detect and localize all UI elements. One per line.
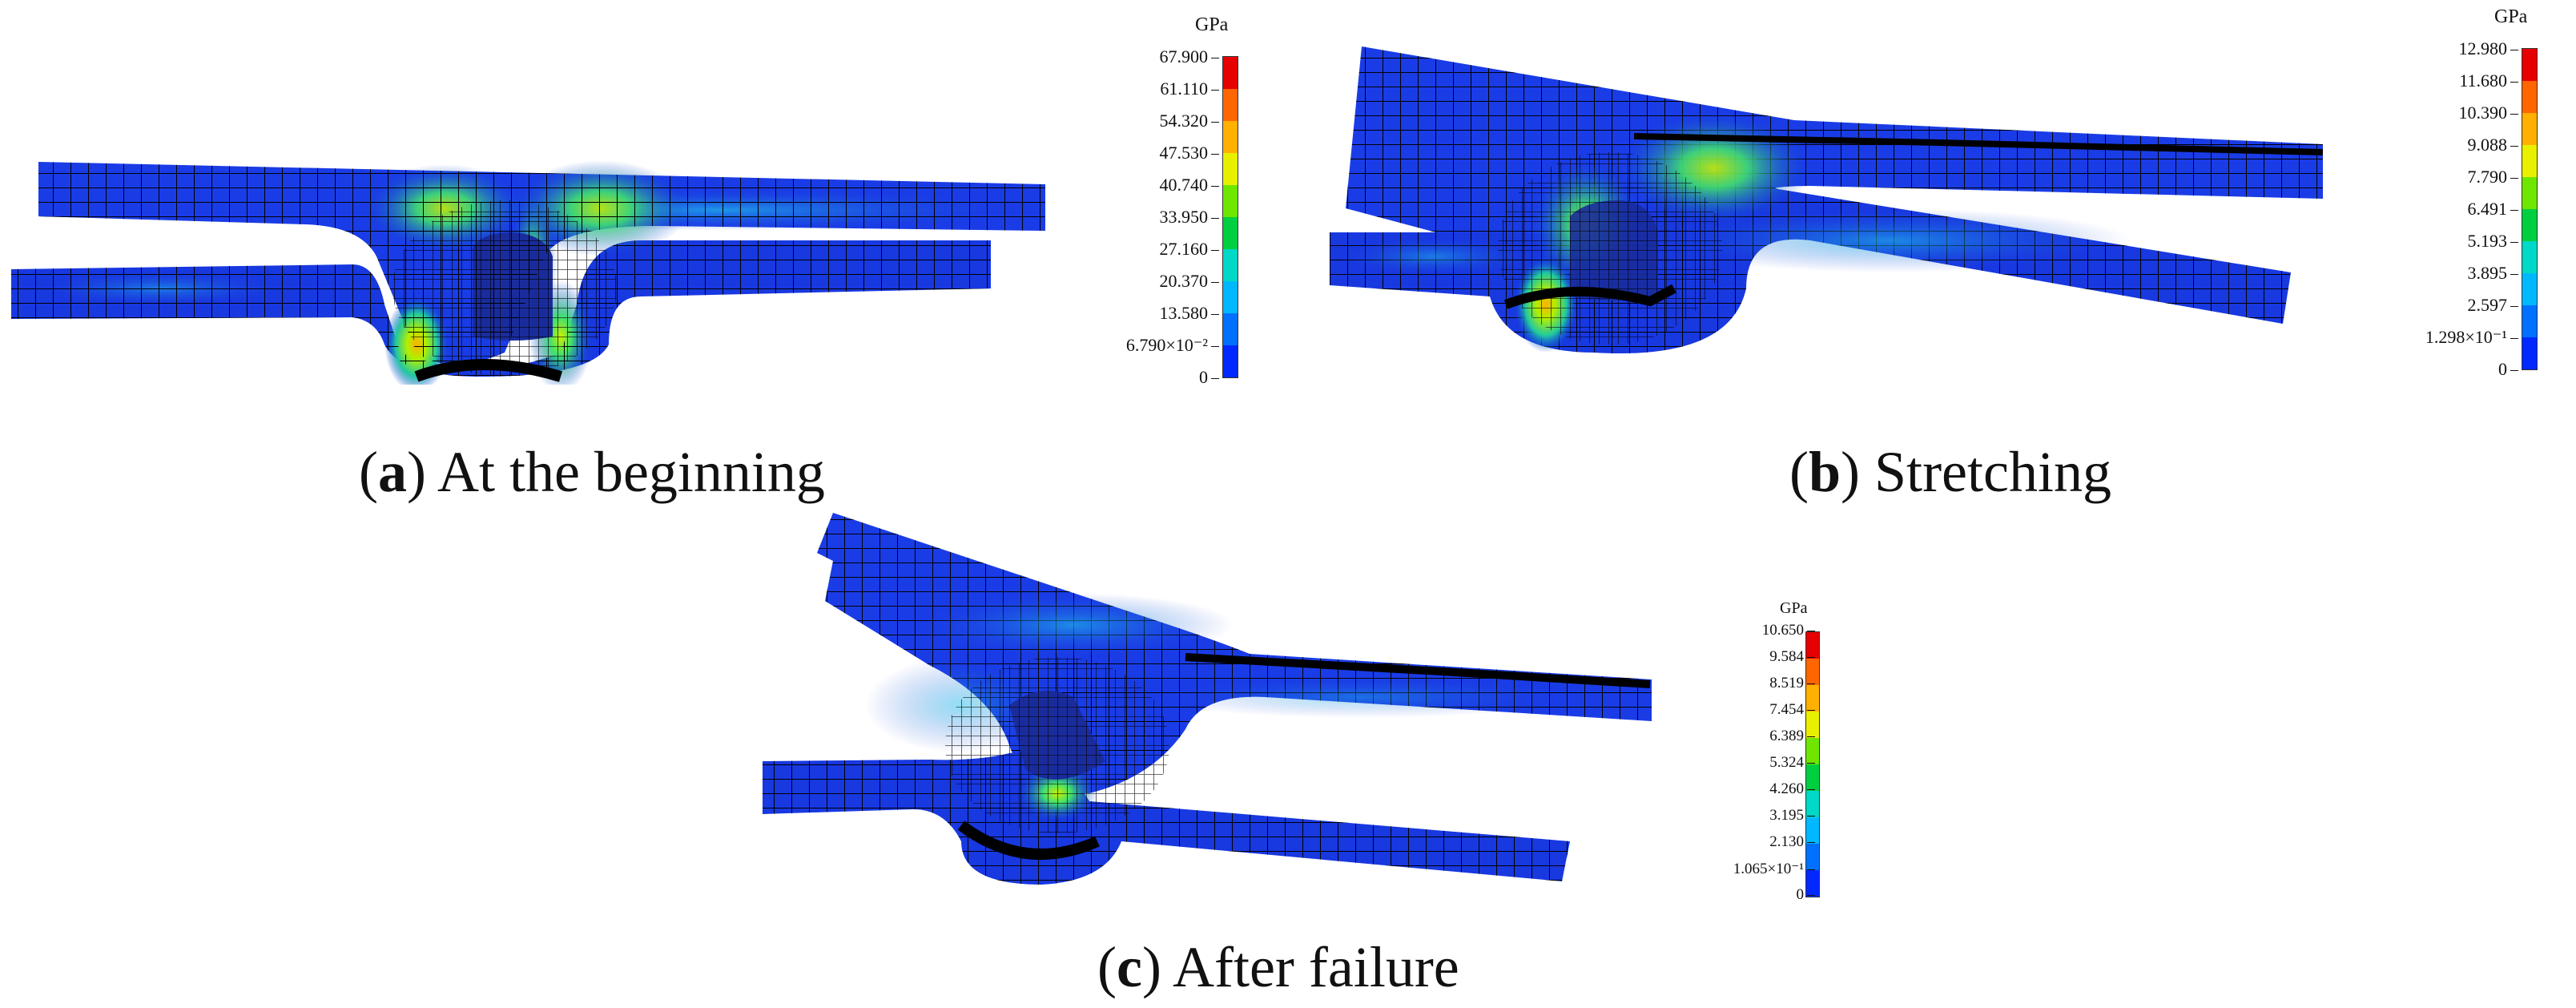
legend-tick: 0 (1797, 886, 1816, 904)
color-legend-b: GPa 12.980 11.680 10.390 9.088 7.790 6.4… (2390, 6, 2576, 379)
legend-colorbar-b (2522, 48, 2538, 370)
legend-tick: 8.519 (1769, 675, 1815, 692)
legend-tick: 3.895 (2468, 263, 2519, 284)
legend-tick: 0 (1199, 367, 1219, 388)
legend-tick: 40.740 (1160, 175, 1220, 196)
fem-contour-plot-c (763, 513, 1652, 885)
caption-text-a: At the beginning (437, 440, 825, 504)
caption-letter-c: c (1116, 935, 1142, 999)
colorbar-swatch (1223, 345, 1238, 377)
legend-tick: 27.160 (1160, 239, 1220, 260)
legend-tick: 1.298×10⁻¹ (2425, 327, 2518, 348)
caption-a: (a) At the beginning (359, 440, 825, 504)
legend-tick: 10.650 (1762, 622, 1815, 639)
legend-unit-c: GPa (1780, 599, 1808, 617)
legend-tick: 9.584 (1769, 648, 1815, 666)
fem-contour-plot-a (11, 160, 1045, 385)
colorbar-swatch (2522, 49, 2537, 81)
caption-letter-b: b (1808, 440, 1841, 504)
legend-colorbar-a (1222, 56, 1238, 378)
panel-a: GPa 67.900 61.110 54.320 47.530 40.740 3… (0, 0, 1298, 513)
legend-tick: 2.597 (2468, 295, 2519, 316)
caption-text-b: Stretching (1874, 440, 2111, 504)
panel-c: GPa 10.650 9.584 8.519 7.454 6.389 5.324… (721, 505, 1874, 1008)
colorbar-swatch (1223, 217, 1238, 249)
colorbar-swatch (1223, 121, 1238, 153)
legend-tick: 0 (2498, 359, 2518, 380)
legend-unit-b: GPa (2494, 6, 2528, 27)
legend-tick: 7.790 (2468, 167, 2519, 187)
legend-tick: 9.088 (2468, 135, 2519, 155)
colorbar-swatch (1223, 89, 1238, 121)
legend-tick: 3.195 (1769, 807, 1815, 825)
caption-c: (c) After failure (1097, 935, 1459, 999)
legend-tick: 10.390 (2459, 103, 2519, 123)
colorbar-swatch (1223, 153, 1238, 185)
legend-unit-a: GPa (1195, 14, 1229, 35)
legend-tick: 6.389 (1769, 728, 1815, 745)
legend-tick: 6.491 (2468, 199, 2519, 220)
legend-tick: 2.130 (1769, 833, 1815, 851)
legend-tick: 5.324 (1769, 754, 1815, 772)
colorbar-swatch (1223, 313, 1238, 345)
legend-tick: 54.320 (1160, 111, 1220, 131)
legend-tick: 5.193 (2468, 231, 2519, 252)
legend-tick: 20.370 (1160, 271, 1220, 292)
legend-tick: 67.900 (1160, 46, 1220, 67)
colorbar-swatch (2522, 113, 2537, 145)
colorbar-swatch (2522, 145, 2537, 177)
colorbar-swatch (1223, 249, 1238, 281)
caption-letter-a: a (377, 440, 407, 504)
legend-tick: 1.065×10⁻¹ (1733, 860, 1815, 878)
legend-tick: 13.580 (1160, 303, 1220, 324)
caption-text-c: After failure (1172, 935, 1459, 999)
color-legend-c: GPa 10.650 9.584 8.519 7.454 6.389 5.324… (1682, 599, 1874, 952)
panel-b: GPa 12.980 11.680 10.390 9.088 7.790 6.4… (1330, 0, 2576, 513)
legend-tick: 12.980 (2459, 38, 2519, 59)
colorbar-swatch (2522, 81, 2537, 113)
colorbar-swatch (1223, 281, 1238, 313)
colorbar-swatch (2522, 273, 2537, 305)
legend-tick: 4.260 (1769, 780, 1815, 798)
colorbar-swatch (1223, 57, 1238, 89)
caption-b: (b) Stretching (1789, 440, 2111, 504)
colorbar-swatch (2522, 337, 2537, 369)
fem-contour-plot-b (1330, 46, 2324, 353)
legend-tick: 33.950 (1160, 207, 1220, 228)
color-legend-a: GPa 67.900 61.110 54.320 47.530 40.740 3… (1105, 14, 1282, 387)
colorbar-swatch (2522, 177, 2537, 209)
legend-tick: 61.110 (1160, 79, 1219, 99)
colorbar-swatch (2522, 305, 2537, 337)
legend-tick: 47.530 (1160, 143, 1220, 163)
colorbar-swatch (1223, 185, 1238, 217)
colorbar-swatch (2522, 209, 2537, 241)
legend-tick: 7.454 (1769, 701, 1815, 719)
legend-tick: 6.790×10⁻² (1126, 335, 1219, 356)
legend-tick: 11.680 (2459, 71, 2518, 91)
colorbar-swatch (2522, 241, 2537, 273)
